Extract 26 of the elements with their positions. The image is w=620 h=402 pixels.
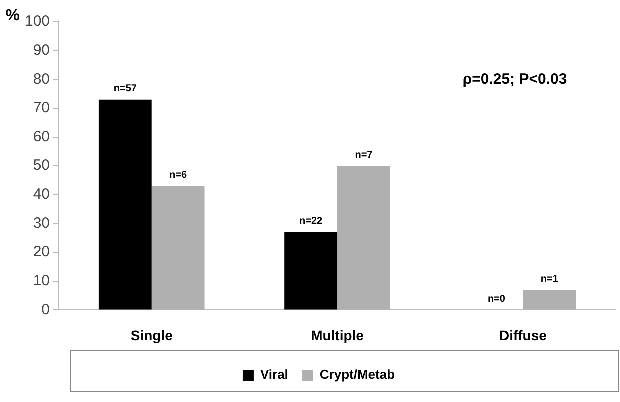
y-tick-label: 60 [33, 128, 50, 146]
y-tick-label: 90 [33, 42, 50, 59]
y-tick-label: 100 [24, 13, 50, 30]
annotation: n=7 [355, 150, 374, 161]
y-tick-label: 10 [33, 272, 50, 290]
y-tick-label: 0 [42, 301, 50, 318]
legend-label: Viral [260, 367, 288, 382]
y-tick-label: 70 [33, 100, 50, 117]
y-tick-label: 30 [33, 214, 50, 232]
x-tick-label: Single [130, 327, 174, 344]
annotation: n=0 [488, 294, 506, 305]
annotation: n=57 [114, 84, 138, 95]
x-tick-label: Diffuse [499, 327, 548, 344]
y-axis-title: % [6, 7, 20, 24]
y-tick-label: 20 [33, 244, 50, 261]
bar [284, 232, 338, 310]
y-tick-label: 40 [33, 186, 50, 204]
bar [98, 100, 152, 310]
annotation: n=1 [540, 274, 559, 285]
y-tick-label: 50 [33, 157, 50, 174]
y-tick-label: 80 [33, 70, 50, 88]
annotation: n=22 [300, 216, 324, 228]
annotation: ρ=0.25; P<0.03 [462, 70, 568, 88]
x-tick-label: Multiple [311, 327, 364, 344]
annotation: n=6 [170, 170, 188, 182]
legend-label: Crypt/Metab [320, 367, 396, 382]
